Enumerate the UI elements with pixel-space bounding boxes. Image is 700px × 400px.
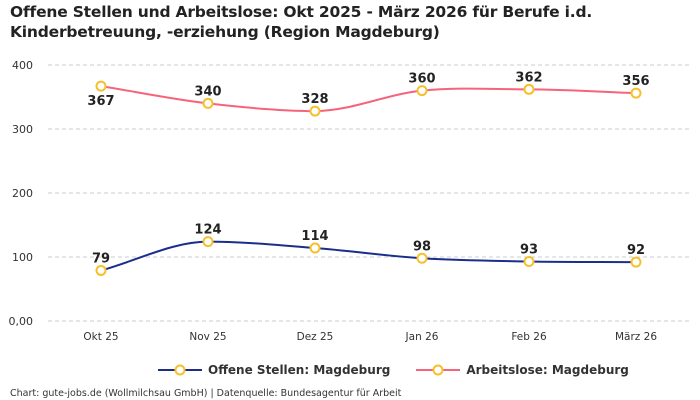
data-label: 367 bbox=[87, 94, 114, 109]
data-label: 92 bbox=[627, 243, 645, 258]
data-point bbox=[416, 85, 428, 97]
data-point bbox=[523, 83, 535, 95]
data-label: 328 bbox=[301, 92, 328, 107]
data-label: 124 bbox=[194, 223, 221, 238]
data-point bbox=[630, 256, 642, 268]
data-point bbox=[95, 264, 107, 276]
legend-label: Arbeitslose: Magdeburg bbox=[466, 363, 629, 377]
legend-item-arbeitslose[interactable]: Arbeitslose: Magdeburg bbox=[416, 363, 629, 377]
data-point bbox=[309, 105, 321, 117]
chart-title: Offene Stellen und Arbeitslose: Okt 2025… bbox=[10, 3, 593, 41]
x-tick-label: März 26 bbox=[615, 331, 657, 343]
legend-item-offene-stellen[interactable]: Offene Stellen: Magdeburg bbox=[158, 363, 390, 377]
y-tick-label: 200 bbox=[12, 187, 33, 200]
y-tick-label: 400 bbox=[12, 59, 33, 72]
data-point bbox=[202, 236, 214, 248]
series-line bbox=[100, 240, 637, 272]
data-label: 356 bbox=[622, 74, 649, 89]
data-point bbox=[523, 255, 535, 267]
x-tick-label: Dez 25 bbox=[297, 331, 334, 343]
data-label: 79 bbox=[92, 251, 110, 266]
data-label: 93 bbox=[520, 242, 538, 257]
series-line bbox=[100, 85, 637, 113]
data-label: 98 bbox=[413, 239, 431, 254]
x-tick-label: Okt 25 bbox=[83, 331, 118, 343]
data-point bbox=[202, 97, 214, 109]
legend-marker-offene-stellen bbox=[158, 364, 202, 376]
data-point bbox=[416, 252, 428, 264]
y-tick-label: 100 bbox=[12, 251, 33, 264]
legend: Offene Stellen: Magdeburg Arbeitslose: M… bbox=[158, 363, 629, 377]
x-tick-label: Jan 26 bbox=[405, 331, 439, 343]
x-tick-label: Feb 26 bbox=[511, 331, 547, 343]
data-label: 340 bbox=[194, 84, 221, 99]
data-point bbox=[630, 87, 642, 99]
data-point bbox=[309, 242, 321, 254]
y-tick-label: 300 bbox=[12, 123, 33, 136]
data-point bbox=[95, 80, 107, 92]
x-tick-label: Nov 25 bbox=[189, 331, 226, 343]
data-label: 362 bbox=[515, 70, 542, 85]
y-tick-label: 0,00 bbox=[9, 315, 34, 328]
data-label: 114 bbox=[301, 229, 328, 244]
legend-label: Offene Stellen: Magdeburg bbox=[208, 363, 391, 377]
legend-marker-arbeitslose bbox=[416, 364, 461, 376]
data-label: 360 bbox=[408, 72, 435, 87]
source-footer: Chart: gute-jobs.de (Wollmilchsau GmbH) … bbox=[10, 388, 402, 399]
